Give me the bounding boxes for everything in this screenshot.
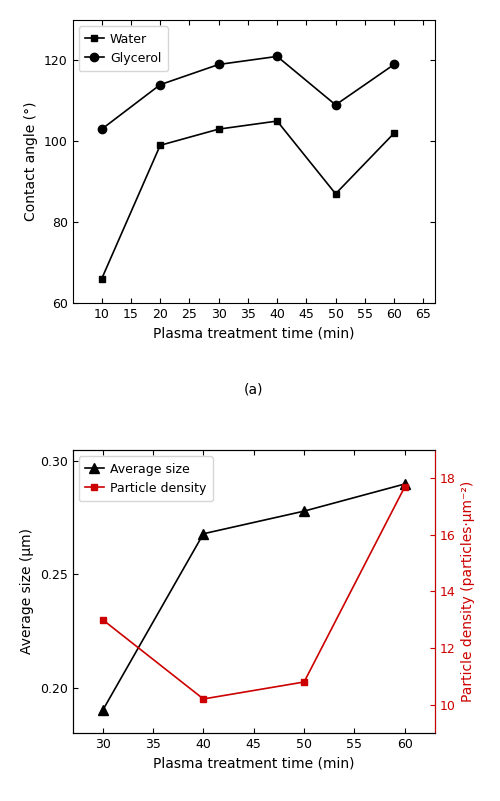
- Line: Water: Water: [98, 118, 398, 282]
- Glycerol: [98, 124, 104, 134]
- Average size: [402, 479, 408, 489]
- Water: [216, 124, 222, 134]
- Water: [98, 274, 104, 284]
- Glycerol: [391, 59, 397, 69]
- Average size: [200, 529, 206, 538]
- Glycerol: [157, 80, 163, 90]
- Particle density: [100, 615, 105, 625]
- Line: Particle density: Particle density: [99, 483, 408, 702]
- Average size: [100, 706, 105, 715]
- Particle density: [402, 482, 408, 492]
- Line: Glycerol: Glycerol: [98, 52, 398, 133]
- Water: [391, 128, 397, 138]
- Legend: Water, Glycerol: Water, Glycerol: [79, 26, 168, 71]
- Average size: [301, 506, 307, 516]
- Y-axis label: Contact angle (°): Contact angle (°): [24, 102, 38, 221]
- Water: [157, 140, 163, 150]
- Glycerol: [274, 51, 280, 61]
- Legend: Average size, Particle density: Average size, Particle density: [79, 457, 212, 501]
- Y-axis label: Particle density (particles·μm⁻²): Particle density (particles·μm⁻²): [462, 481, 475, 702]
- Particle density: [301, 677, 307, 686]
- Line: Average size: Average size: [98, 479, 410, 715]
- Glycerol: [332, 100, 338, 110]
- Water: [274, 116, 280, 126]
- X-axis label: Plasma treatment time (min): Plasma treatment time (min): [153, 756, 354, 771]
- Y-axis label: Average size (μm): Average size (μm): [20, 529, 34, 654]
- Particle density: [200, 694, 206, 704]
- Water: [332, 189, 338, 199]
- Text: (a): (a): [244, 382, 264, 396]
- X-axis label: Plasma treatment time (min): Plasma treatment time (min): [153, 326, 354, 340]
- Glycerol: [216, 59, 222, 69]
